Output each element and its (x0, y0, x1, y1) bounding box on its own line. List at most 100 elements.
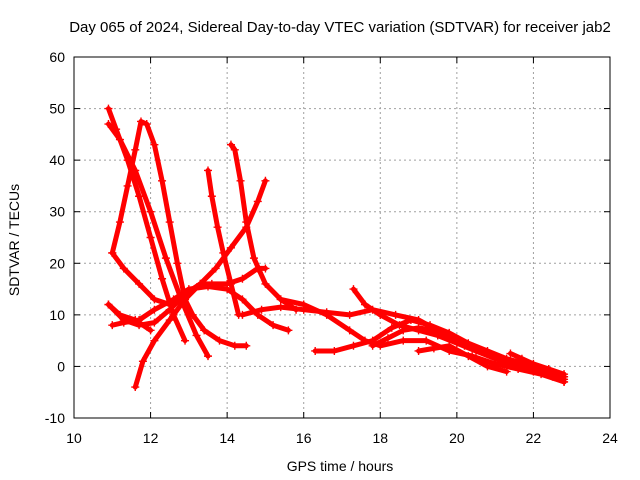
data-point (108, 321, 117, 330)
chart-title: Day 065 of 2024, Sidereal Day-to-day VTE… (69, 19, 611, 36)
data-point (211, 264, 220, 273)
data-point (445, 341, 454, 350)
data-point (165, 316, 174, 325)
x-tick-label: 16 (296, 430, 312, 446)
data-point (460, 341, 469, 350)
x-axis-label: GPS time / hours (287, 458, 394, 474)
data-point (135, 192, 144, 201)
data-point (115, 310, 124, 319)
data-point (383, 334, 392, 343)
data-point (161, 254, 170, 263)
data-point (544, 365, 553, 374)
x-tick-label: 12 (143, 430, 159, 446)
series-track-6 (104, 300, 155, 335)
x-tick-label: 14 (219, 430, 235, 446)
data-point (399, 326, 408, 335)
data-point (238, 295, 247, 304)
data-point (192, 331, 201, 340)
x-tick-label: 20 (449, 430, 465, 446)
data-point (502, 367, 511, 376)
data-point (150, 305, 159, 314)
data-point (150, 295, 159, 304)
data-point (146, 233, 155, 242)
data-point (391, 310, 400, 319)
data-point (406, 316, 415, 325)
data-point (104, 300, 113, 309)
data-point (146, 207, 155, 216)
data-point (506, 357, 515, 366)
series-track-16 (414, 341, 511, 376)
data-point (165, 305, 174, 314)
data-point (429, 326, 438, 335)
data-point (150, 140, 159, 149)
data-point (135, 279, 144, 288)
data-point (284, 326, 293, 335)
data-point (238, 274, 247, 283)
series-line (205, 168, 242, 318)
y-tick-label: 30 (49, 204, 65, 220)
axis-ticks: 10 12 14 16 18 20 22 24 -10 0 10 20 30 40 50 60 (45, 49, 618, 446)
data-point (138, 357, 147, 366)
y-tick-label: 20 (49, 255, 65, 271)
data-point (261, 264, 270, 273)
data-point (249, 254, 258, 263)
data-point (213, 223, 222, 232)
y-axis-label: SDTVAR / TECUs (6, 184, 22, 296)
data-point (131, 145, 140, 154)
data-point (119, 264, 128, 273)
data-point (158, 176, 167, 185)
data-point (414, 323, 423, 332)
data-point (349, 341, 358, 350)
data-point (119, 318, 128, 327)
data-point (135, 316, 144, 325)
series-line (109, 119, 249, 349)
y-tick-label: 0 (57, 358, 65, 374)
data-point (207, 192, 216, 201)
data-point (215, 336, 224, 345)
data-point (242, 218, 251, 227)
data-point (445, 334, 454, 343)
data-point (158, 274, 167, 283)
data-point (200, 326, 209, 335)
data-point (276, 295, 285, 304)
y-tick-label: -10 (45, 410, 65, 426)
data-point (475, 346, 484, 355)
y-tick-label: 40 (49, 152, 65, 168)
data-point (360, 300, 369, 309)
data-point (226, 243, 235, 252)
data-point (345, 326, 354, 335)
series-line (106, 121, 211, 359)
data-point (560, 370, 569, 379)
data-point (204, 352, 212, 361)
data-point (242, 341, 251, 350)
data-point (150, 336, 159, 345)
data-point (115, 135, 124, 144)
data-point (269, 321, 278, 330)
data-point (230, 341, 239, 350)
data-point (506, 349, 515, 358)
data-point (142, 120, 151, 129)
data-point (188, 310, 197, 319)
plot-frame (73, 56, 611, 419)
data-point (261, 176, 270, 185)
data-point (137, 117, 145, 126)
data-point (131, 383, 140, 392)
data-point (560, 377, 569, 386)
series-track-15 (368, 323, 569, 386)
data-point (104, 120, 113, 129)
data-point (349, 285, 358, 294)
data-point (184, 285, 193, 294)
data-point (146, 326, 155, 335)
y-tick-label: 10 (49, 307, 65, 323)
data-point (108, 248, 117, 257)
data-point (104, 104, 113, 113)
data-point (368, 341, 377, 350)
x-tick-label: 18 (372, 430, 388, 446)
data-point (230, 145, 239, 154)
series-track-12 (276, 295, 569, 386)
data-point (311, 346, 320, 355)
data-point (123, 181, 132, 190)
x-tick-label: 22 (526, 430, 542, 446)
series-track-9 (204, 166, 243, 319)
